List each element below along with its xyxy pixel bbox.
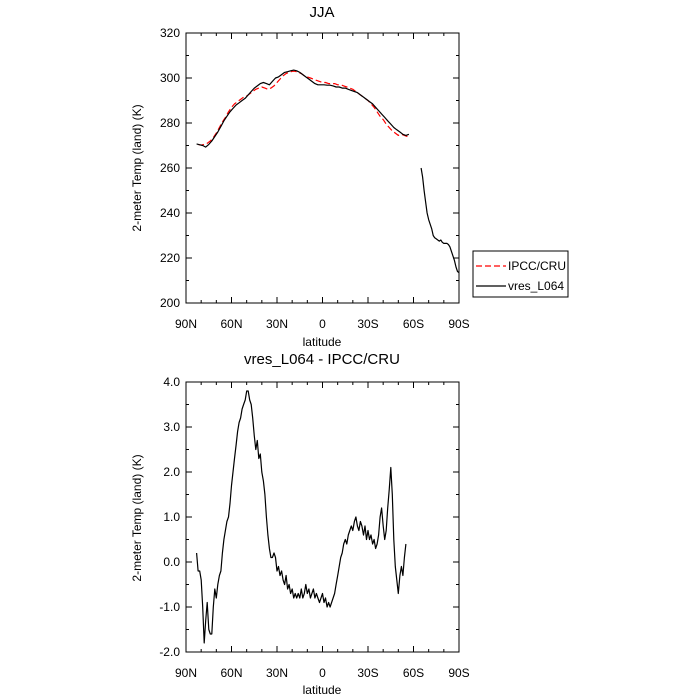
top-chart-y-tick-label: 200 [160, 296, 180, 310]
bottom-chart-plot-frame [185, 381, 460, 653]
top-chart-x-tick-label: 60S [403, 317, 424, 331]
top-chart-x-axis-label: latitude [303, 335, 342, 349]
bottom-chart-x-tick-label: 90S [448, 666, 469, 680]
top-chart-lines [196, 69, 460, 274]
bottom-chart-y-axis-label: 2-meter Temp (land) (K) [130, 454, 144, 581]
legend-box [472, 250, 569, 298]
bottom-chart-title: vres_L064 - IPCC/CRU [244, 351, 400, 368]
legend-label-ipcc-cru: IPCC/CRU [508, 259, 566, 273]
bottom-chart-series-difference-line-0 [196, 390, 407, 644]
top-chart-y-tick-label: 280 [160, 116, 180, 130]
top-chart-series-vres-l064-line-0 [196, 69, 410, 148]
top-chart-plot-frame [185, 32, 460, 304]
top-chart-x-tick-label: 90S [448, 317, 469, 331]
top-chart-panel: JJA 90N 60N 30N 0 30S 60S 90S 200 220 240 260 280 30… [130, 4, 569, 349]
top-chart-x-tick-label: 0 [319, 317, 326, 331]
bottom-chart-y-tick-label: 4.0 [163, 375, 180, 389]
top-chart-x-tick-label: 30N [266, 317, 288, 331]
bottom-chart-x-axis-label: latitude [303, 683, 342, 697]
bottom-chart-x-tick-label: 60N [220, 666, 242, 680]
bottom-chart-y-tick-label: 3.0 [163, 420, 180, 434]
top-chart-y-tick-label: 320 [160, 26, 180, 40]
top-chart-series-vres-l064-line-1 [420, 167, 460, 274]
bottom-chart-lines [196, 390, 407, 644]
bottom-chart-y-tick-label: -2.0 [159, 645, 180, 659]
bottom-chart-x-tick-label: 30S [357, 666, 378, 680]
top-chart-y-axis-label: 2-meter Temp (land) (K) [130, 104, 144, 231]
bottom-chart-y-tick-label: 0.0 [163, 555, 180, 569]
top-chart-y-tick-label: 220 [160, 251, 180, 265]
bottom-chart-x-tick-label: 60S [403, 666, 424, 680]
bottom-chart-x-tick-label: 90N [175, 666, 197, 680]
legend: IPCC/CRU vres_L064 [472, 250, 569, 298]
bottom-chart-y-tick-label: 2.0 [163, 465, 180, 479]
bottom-chart-y-tick-label: 1.0 [163, 510, 180, 524]
bottom-chart-x-tick-label: 0 [319, 666, 326, 680]
top-chart-title: JJA [309, 4, 334, 21]
bottom-chart-y-tick-label: -1.0 [159, 600, 180, 614]
top-chart-x-tick-label: 30S [357, 317, 378, 331]
bottom-chart-panel: vres_L064 - IPCC/CRU 90N 60N 30N 0 30S 60S 90S… [130, 351, 470, 697]
top-chart-y-tick-label: 300 [160, 71, 180, 85]
legend-label-vres-l064: vres_L064 [508, 279, 564, 293]
bottom-chart-x-tick-label: 30N [266, 666, 288, 680]
top-chart-y-tick-label: 240 [160, 206, 180, 220]
top-chart-axes: 90N 60N 30N 0 30S 60S 90S 200 220 240 260 280 300 320 [160, 26, 470, 331]
top-chart-x-tick-label: 90N [175, 317, 197, 331]
top-chart-x-tick-label: 60N [220, 317, 242, 331]
top-chart-y-tick-label: 260 [160, 161, 180, 175]
bottom-chart-axes: 90N 60N 30N 0 30S 60S 90S -2.0 -1.0 0.0 1.0 2.0 3.0 4… [159, 375, 469, 680]
